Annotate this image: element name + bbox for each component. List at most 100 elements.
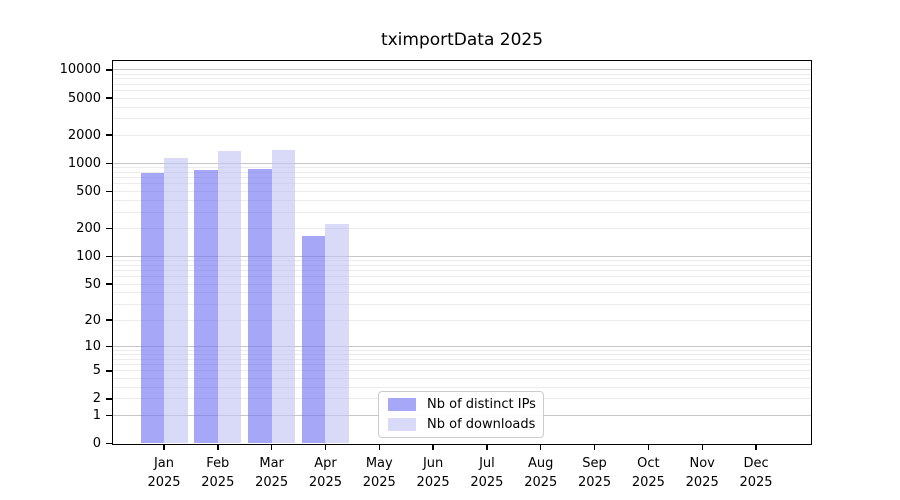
- gridline-minor-5: [113, 370, 811, 372]
- x-tick-year: 2025: [631, 474, 665, 490]
- x-tick-mark-jul: [486, 444, 488, 450]
- gridline-minor-7: [113, 358, 811, 360]
- gridline-minor-70: [113, 270, 811, 272]
- gridline-minor-90: [113, 260, 811, 262]
- bar-downloads-feb: [217, 150, 242, 444]
- y-tick-label-5: 5: [92, 363, 101, 379]
- x-tick-year: 2025: [147, 474, 181, 490]
- legend: Nb of distinct IPs Nb of downloads: [378, 391, 544, 438]
- x-tick-label-nov: Nov 2025: [672, 454, 732, 492]
- bar-downloads-mar: [271, 150, 296, 444]
- x-tick-label-may: May 2025: [349, 454, 409, 492]
- gridline-minor-900: [113, 167, 811, 169]
- y-tick-label-2000: 2000: [67, 127, 101, 143]
- x-tick-year: 2025: [362, 474, 396, 490]
- gridline-minor-9: [113, 349, 811, 351]
- legend-label-downloads: Nb of downloads: [427, 417, 536, 432]
- x-tick-mark-nov: [701, 444, 703, 450]
- y-tick-mark-10000: [106, 69, 112, 71]
- y-tick-label-1000: 1000: [67, 155, 101, 171]
- gridline-minor-5000: [113, 97, 811, 99]
- y-tick-label-100: 100: [76, 248, 101, 264]
- x-tick-label-jul: Jul 2025: [457, 454, 517, 492]
- gridline-minor-3: [113, 386, 811, 388]
- x-tick-year: 2025: [416, 474, 450, 490]
- gridline-minor-50: [113, 283, 811, 285]
- x-tick-year: 2025: [255, 474, 289, 490]
- y-tick-mark-5: [106, 370, 112, 372]
- bar-distinct-ips-mar: [248, 168, 272, 444]
- legend-swatch-distinct-ips: [388, 398, 416, 411]
- gridline-minor-20: [113, 319, 811, 321]
- x-tick-label-jan: Jan 2025: [134, 454, 194, 492]
- x-tick-mark-apr: [324, 444, 327, 450]
- y-tick-mark-50: [106, 283, 112, 285]
- x-tick-year: 2025: [470, 474, 504, 490]
- y-tick-mark-10: [106, 345, 112, 347]
- y-tick-label-500: 500: [76, 183, 101, 199]
- gridline-minor-8000: [113, 78, 811, 80]
- x-tick-year: 2025: [578, 474, 612, 490]
- y-tick-mark-0: [106, 442, 112, 445]
- y-tick-mark-200: [106, 227, 112, 230]
- x-tick-mark-jan: [163, 444, 165, 450]
- y-tick-mark-20: [106, 319, 112, 321]
- x-tick-year: 2025: [201, 474, 235, 490]
- x-tick-year: 2025: [685, 474, 719, 490]
- gridline-minor-80: [113, 264, 811, 266]
- x-tick-mark-aug: [540, 444, 542, 450]
- gridline-minor-200: [113, 227, 811, 229]
- gridline-major-10000: [113, 69, 811, 71]
- x-tick-year: 2025: [739, 474, 773, 490]
- y-tick-mark-500: [106, 190, 112, 193]
- x-tick-mark-feb: [217, 444, 219, 450]
- y-tick-mark-5000: [106, 97, 112, 99]
- y-tick-mark-1000: [106, 162, 112, 164]
- gridline-minor-2000: [113, 134, 811, 136]
- y-tick-label-5000: 5000: [67, 90, 101, 106]
- x-tick-label-apr: Apr 2025: [295, 454, 355, 492]
- gridline-major-100: [113, 255, 811, 257]
- chart-title: tximportData 2025: [380, 30, 544, 50]
- x-tick-mark-jun: [432, 444, 434, 450]
- y-tick-mark-1: [106, 414, 112, 417]
- y-tick-mark-100: [106, 255, 112, 257]
- gridline-minor-8: [113, 353, 811, 355]
- bar-distinct-ips-apr: [301, 235, 326, 444]
- gridline-minor-3000: [113, 118, 811, 120]
- y-tick-mark-2000: [106, 134, 112, 136]
- y-tick-label-50: 50: [84, 276, 101, 292]
- x-tick-year: 2025: [308, 474, 342, 490]
- y-tick-label-1: 1: [92, 407, 101, 423]
- x-tick-label-aug: Aug 2025: [511, 454, 571, 492]
- x-tick-mark-oct: [647, 444, 650, 450]
- gridline-minor-60: [113, 276, 811, 278]
- x-tick-mark-sep: [593, 444, 596, 450]
- y-tick-label-200: 200: [76, 220, 101, 236]
- gridline-minor-30: [113, 303, 811, 305]
- gridline-major-1000: [113, 162, 811, 164]
- x-tick-year: 2025: [524, 474, 558, 490]
- x-tick-mark-may: [378, 444, 380, 450]
- y-tick-mark-2: [106, 398, 112, 400]
- gridline-minor-6000: [113, 90, 811, 92]
- gridline-minor-4000: [113, 106, 811, 108]
- gridline-minor-800: [113, 171, 811, 173]
- x-tick-mark-dec: [755, 444, 757, 450]
- y-tick-label-2: 2: [92, 391, 101, 407]
- legend-swatch-downloads: [388, 418, 416, 431]
- gridline-minor-600: [113, 183, 811, 185]
- y-tick-label-10000: 10000: [59, 62, 101, 78]
- gridline-minor-400: [113, 199, 811, 201]
- y-tick-label-0: 0: [92, 436, 101, 451]
- x-tick-label-sep: Sep 2025: [565, 454, 625, 492]
- legend-entry-distinct-ips: Nb of distinct IPs: [388, 397, 543, 412]
- gridline-minor-500: [113, 190, 811, 192]
- gridline-minor-40: [113, 292, 811, 294]
- bar-distinct-ips-feb: [194, 169, 218, 444]
- gridline-minor-4: [113, 377, 811, 379]
- y-tick-label-20: 20: [84, 312, 101, 328]
- legend-label-distinct-ips: Nb of distinct IPs: [427, 397, 536, 412]
- x-tick-label-feb: Feb 2025: [188, 454, 248, 492]
